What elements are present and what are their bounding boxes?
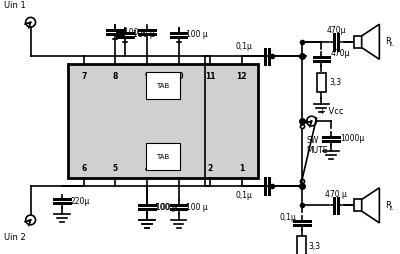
Text: 0,1µ: 0,1µ <box>235 42 252 52</box>
Text: 8: 8 <box>113 72 118 81</box>
Text: R: R <box>385 201 391 210</box>
Text: L: L <box>390 206 394 211</box>
Text: 100 µ: 100 µ <box>155 203 176 212</box>
Text: 100 µ: 100 µ <box>133 30 154 39</box>
Text: Uin 2: Uin 2 <box>4 233 26 242</box>
Text: 3,3: 3,3 <box>329 78 341 87</box>
Text: L: L <box>390 42 394 47</box>
Text: 470µ: 470µ <box>330 49 350 58</box>
Text: 10: 10 <box>173 72 184 81</box>
Text: 5: 5 <box>113 164 118 173</box>
Text: 12: 12 <box>236 72 247 81</box>
Text: TAB: TAB <box>156 154 169 160</box>
Text: + Vcc: + Vcc <box>320 107 344 116</box>
Text: 0,1µ: 0,1µ <box>235 191 252 200</box>
Text: 11: 11 <box>205 72 215 81</box>
Text: 0,1µ: 0,1µ <box>280 213 297 221</box>
Text: 9: 9 <box>144 72 150 81</box>
Text: 4: 4 <box>144 164 150 173</box>
Bar <box>68 64 258 178</box>
Text: 100 µ: 100 µ <box>156 203 178 212</box>
Bar <box>317 73 326 92</box>
Text: 7: 7 <box>81 72 86 81</box>
Text: 3,3: 3,3 <box>309 242 321 251</box>
Text: 6: 6 <box>81 164 86 173</box>
Text: 100 µ: 100 µ <box>186 203 208 212</box>
Text: 1000µ: 1000µ <box>340 134 364 143</box>
Text: 220µ: 220µ <box>71 197 90 206</box>
Text: 3: 3 <box>176 164 181 173</box>
Text: TAB: TAB <box>156 83 169 89</box>
Text: R: R <box>385 37 391 46</box>
Polygon shape <box>362 24 379 59</box>
Text: 1: 1 <box>239 164 244 173</box>
Text: 100 µ: 100 µ <box>124 27 146 37</box>
Bar <box>354 36 362 47</box>
Text: 470 µ: 470 µ <box>325 189 347 199</box>
Text: Uin 1: Uin 1 <box>4 1 26 10</box>
Bar <box>354 199 362 211</box>
Bar <box>297 236 306 254</box>
Text: 470µ: 470µ <box>326 26 346 35</box>
Text: SW
MUTE: SW MUTE <box>307 136 328 155</box>
Text: 100 µ: 100 µ <box>186 30 208 39</box>
Polygon shape <box>362 188 379 223</box>
Text: 2: 2 <box>208 164 213 173</box>
